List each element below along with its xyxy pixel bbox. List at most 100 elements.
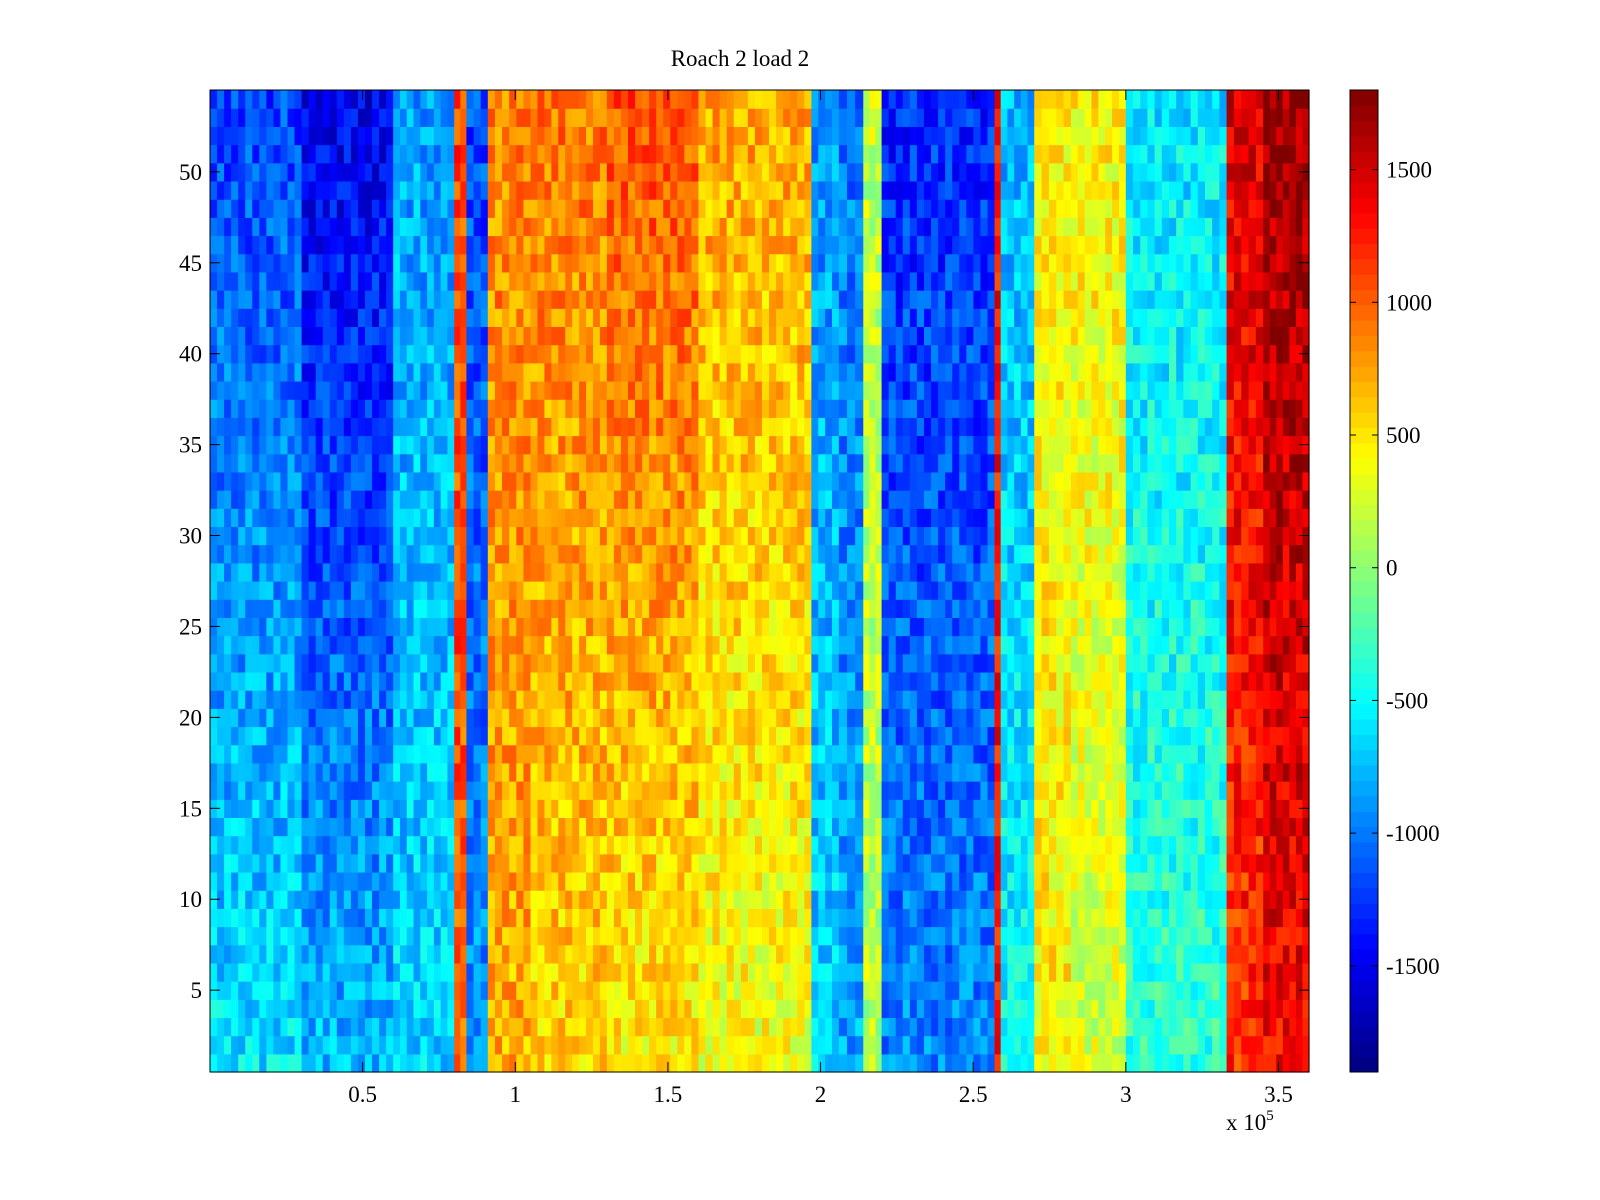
heatmap-cell xyxy=(420,108,428,127)
heatmap-cell xyxy=(719,199,728,218)
heatmap-cell xyxy=(769,380,777,400)
heatmap-cell xyxy=(825,981,833,1000)
heatmap-cell xyxy=(494,508,503,528)
heatmap-cell xyxy=(210,853,218,873)
heatmap-cell xyxy=(245,599,253,618)
heatmap-cell xyxy=(480,199,489,218)
heatmap-cell xyxy=(606,326,615,346)
heatmap-cell xyxy=(399,235,408,255)
heatmap-cell xyxy=(210,380,218,400)
heatmap-cell xyxy=(663,180,671,200)
heatmap-cell xyxy=(544,981,552,1000)
heatmap-cell xyxy=(551,108,559,127)
heatmap-cell xyxy=(287,90,296,109)
heatmap-cell xyxy=(357,344,366,364)
heatmap-cell xyxy=(280,326,289,346)
heatmap-cell xyxy=(719,562,728,582)
heatmap-cell xyxy=(399,253,408,273)
heatmap-cell xyxy=(769,562,777,582)
heatmap-cell xyxy=(754,999,763,1019)
heatmap-cell xyxy=(754,1053,763,1073)
heatmap-cell xyxy=(740,471,749,491)
heatmap-cell xyxy=(838,126,848,146)
heatmap-cell xyxy=(516,744,525,764)
heatmap-cell xyxy=(245,799,253,819)
heatmap-cell xyxy=(224,908,232,928)
heatmap-cell xyxy=(379,253,387,273)
heatmap-cell xyxy=(350,817,359,837)
heatmap-cell xyxy=(551,617,559,637)
heatmap-cell xyxy=(224,635,232,655)
heatmap-cell xyxy=(754,671,763,691)
heatmap-cell xyxy=(620,853,629,873)
heatmap-cell xyxy=(252,271,260,291)
heatmap-cell xyxy=(322,435,331,455)
heatmap-cell xyxy=(642,490,650,509)
heatmap-cell xyxy=(719,362,728,382)
heatmap-cell xyxy=(838,380,848,400)
heatmap-cell xyxy=(726,653,735,673)
heatmap-cell xyxy=(677,799,685,819)
heatmap-cell xyxy=(572,562,580,582)
heatmap-cell xyxy=(719,453,728,473)
heatmap-cell xyxy=(329,762,338,782)
heatmap-cell xyxy=(454,653,461,673)
heatmap-cell xyxy=(818,744,826,764)
heatmap-cell xyxy=(399,908,408,928)
heatmap-cell xyxy=(747,199,756,218)
heatmap-cell xyxy=(649,962,657,982)
heatmap-cell xyxy=(698,126,707,146)
heatmap-cell xyxy=(592,781,601,800)
heatmap-cell xyxy=(406,344,415,364)
heatmap-cell xyxy=(502,999,510,1019)
heatmap-cell xyxy=(224,435,232,455)
heatmap-cell xyxy=(754,453,763,473)
heatmap-cell xyxy=(544,544,552,564)
heatmap-cell xyxy=(287,290,296,309)
heatmap-cell xyxy=(480,544,489,564)
heatmap-cell xyxy=(447,799,455,819)
heatmap-cell xyxy=(656,253,664,273)
heatmap-cell xyxy=(280,217,289,237)
heatmap-cell xyxy=(776,180,784,200)
heatmap-cell xyxy=(635,599,643,618)
heatmap-cell xyxy=(406,362,415,382)
heatmap-cell xyxy=(273,835,282,855)
heatmap-cell xyxy=(649,835,657,855)
heatmap-cell xyxy=(572,781,580,800)
heatmap-cell xyxy=(280,781,289,800)
heatmap-cell xyxy=(656,926,664,946)
heatmap-cell xyxy=(447,90,455,109)
heatmap-cell xyxy=(558,908,566,928)
heatmap-cell xyxy=(599,380,608,400)
heatmap-cell xyxy=(620,308,629,328)
heatmap-cell xyxy=(294,162,303,182)
heatmap-cell xyxy=(530,944,539,964)
heatmap-cell xyxy=(592,380,601,400)
heatmap-cell xyxy=(440,235,449,255)
heatmap-cell xyxy=(769,180,777,200)
heatmap-cell xyxy=(393,253,401,273)
heatmap-cell xyxy=(231,399,239,418)
heatmap-cell xyxy=(336,999,345,1019)
heatmap-cell xyxy=(579,944,587,964)
heatmap-cell xyxy=(712,744,721,764)
heatmap-cell xyxy=(357,471,366,491)
heatmap-cell xyxy=(322,253,331,273)
heatmap-cell xyxy=(301,817,310,837)
heatmap-cell xyxy=(663,853,671,873)
heatmap-cell xyxy=(252,817,260,837)
heatmap-cell xyxy=(838,508,848,528)
heatmap-cell xyxy=(783,253,791,273)
heatmap-cell xyxy=(684,962,692,982)
heatmap-cell xyxy=(406,599,415,618)
heatmap-cell xyxy=(606,235,615,255)
heatmap-cell xyxy=(259,690,267,709)
heatmap-cell xyxy=(635,744,643,764)
heatmap-cell xyxy=(308,1035,317,1055)
heatmap-cell xyxy=(558,1017,566,1037)
heatmap-cell xyxy=(301,599,310,618)
heatmap-cell xyxy=(565,508,573,528)
heatmap-cell xyxy=(301,562,310,582)
heatmap-cell xyxy=(719,690,728,709)
